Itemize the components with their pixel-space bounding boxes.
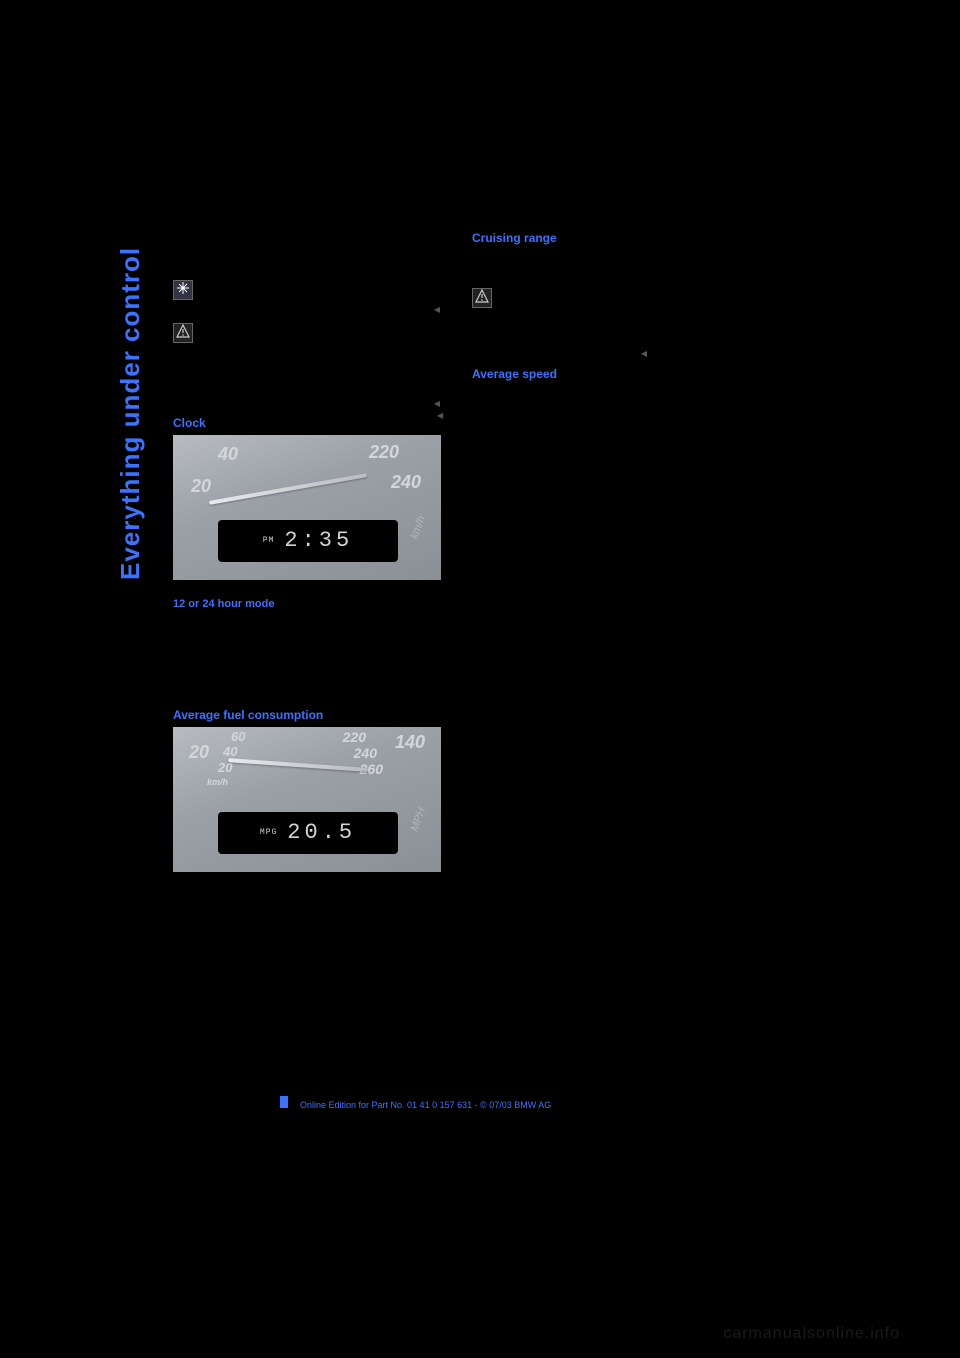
- block-end-marker: ◀: [437, 405, 443, 423]
- speed-220: 220: [369, 441, 399, 464]
- warning-row: [173, 323, 448, 343]
- spacer: [173, 580, 448, 598]
- speed-20: 20: [191, 475, 211, 498]
- speed-140: 140: [395, 731, 425, 754]
- speedometer-needle: [228, 758, 368, 772]
- spacer: [472, 308, 747, 348]
- manual-page: Everything under control ◀ ◀ Clock 40 20…: [0, 0, 960, 1358]
- display-value: 20.5: [287, 819, 356, 847]
- speed-240: 240: [391, 471, 421, 494]
- unit-label: km/h: [409, 515, 430, 542]
- block-end-marker: ◀: [173, 398, 440, 411]
- warning-icon: [472, 288, 492, 308]
- snowflake-icon: [173, 280, 193, 300]
- triangle-left-icon: ◀: [434, 305, 440, 314]
- kmh-label: km/h: [207, 777, 228, 788]
- avg-speed-heading: Average speed: [472, 367, 747, 382]
- display-prefix: PM: [263, 536, 275, 546]
- hour-mode-heading: 12 or 24 hour mode: [173, 598, 448, 612]
- block-end-marker: ◀: [472, 348, 647, 361]
- left-column: ◀ ◀ Clock 40 20 220 240 km/h PM 2:35 12 …: [173, 280, 448, 872]
- footer-edition-text: Online Edition for Part No. 01 41 0 157 …: [300, 1100, 551, 1110]
- speed-20l: 20: [189, 741, 209, 764]
- spacer: [173, 343, 448, 398]
- fuel-consumption-figure: 20 60 40 20 km/h 220 240 260 140 MPH MPG…: [173, 727, 441, 872]
- speedometer-needle: [209, 473, 367, 505]
- clock-heading: Clock: [173, 416, 448, 431]
- cruising-range-heading: Cruising range: [472, 231, 747, 246]
- spacer: [472, 246, 747, 288]
- triangle-left-icon: ◀: [437, 411, 443, 420]
- watermark-text: carmanualsonline.info: [723, 1325, 900, 1343]
- spacer: [173, 612, 448, 702]
- ice-warning-row: [173, 280, 448, 300]
- speed-60: 60: [231, 729, 245, 745]
- speed-40: 40: [218, 443, 238, 466]
- clock-figure: 40 20 220 240 km/h PM 2:35: [173, 435, 441, 580]
- block-end-marker: ◀: [173, 304, 440, 317]
- display-value: 2:35: [284, 527, 353, 555]
- lcd-display: PM 2:35: [218, 520, 398, 562]
- warning-row: [472, 288, 747, 308]
- speed-240: 240: [354, 745, 377, 763]
- footer-accent-bar: [280, 1096, 288, 1108]
- avg-fuel-heading: Average fuel consumption: [173, 708, 448, 723]
- unit-label: MPH: [408, 806, 429, 834]
- warning-icon: [173, 323, 193, 343]
- right-column: Cruising range ◀ Average speed: [472, 225, 747, 382]
- speed-220: 220: [343, 729, 366, 747]
- display-prefix: MPG: [260, 828, 277, 838]
- lcd-display: MPG 20.5: [218, 812, 398, 854]
- triangle-left-icon: ◀: [641, 349, 647, 358]
- section-side-title: Everything under control: [115, 247, 146, 580]
